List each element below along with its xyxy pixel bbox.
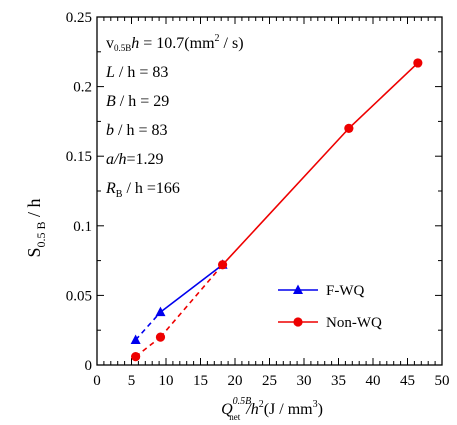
y-tick-label: 0.1 (73, 219, 92, 235)
x-tick-label: 20 (228, 373, 243, 389)
legend-label: F-WQ (326, 283, 364, 299)
legend-label: Non-WQ (326, 315, 382, 331)
y-axis-title: S0.5 B / h (24, 198, 48, 257)
x-tick-label: 5 (128, 373, 136, 389)
x-tick-label: 30 (297, 373, 312, 389)
parameter-annotation: v0.5Bh = 10.7(mm2 / s) (106, 33, 244, 53)
y-tick-label: 0.15 (66, 149, 92, 165)
data-point (130, 334, 141, 344)
legend: F-WQ Non-WQ (278, 283, 382, 331)
series-f-wq (130, 259, 228, 344)
data-point (413, 58, 423, 68)
legend-marker (293, 317, 303, 327)
axis-ticks: 0 5 10 15 20 25 30 35 40 45 50 0 0.05 0.1 0.15 0.2 0.25 (66, 10, 450, 389)
x-tick-label: 40 (366, 373, 381, 389)
parameter-annotation: b / h = 83 (106, 122, 167, 139)
parameter-annotation: B / h = 29 (106, 93, 169, 110)
x-axis-title: Q0.5B net/h2(J / mm3) (221, 396, 323, 422)
data-point (344, 123, 354, 133)
y-tick-label: 0.25 (66, 10, 92, 26)
legend-marker (293, 284, 303, 294)
parameter-annotation: a/h=1.29 (106, 151, 163, 168)
x-tick-label: 45 (400, 373, 415, 389)
legend-item-f-wq: F-WQ (278, 283, 364, 299)
series-line-segment (135, 336, 161, 358)
x-tick-label: 15 (193, 373, 208, 389)
annotations: v0.5Bh = 10.7(mm2 / s) L / h = 83 B / h = … (105, 33, 244, 200)
data-point (155, 306, 166, 317)
data-point (155, 332, 166, 342)
series-line-segment (159, 264, 224, 338)
data-point (217, 260, 228, 270)
y-tick-label: 0.05 (66, 288, 92, 304)
y-tick-label: 0 (85, 358, 93, 374)
data-point (131, 352, 141, 362)
x-tick-label: 50 (435, 373, 450, 389)
series-line-segment (348, 62, 419, 129)
y-tick-label: 0.2 (73, 80, 92, 96)
x-tick-label: 25 (262, 373, 277, 389)
series-line-segment (159, 264, 224, 313)
x-tick-label: 0 (93, 373, 101, 389)
legend-item-non-wq: Non-WQ (278, 315, 382, 331)
series-line-segment (221, 127, 350, 266)
series-non-wq (131, 58, 423, 362)
series-line-segment (135, 311, 162, 341)
x-tick-label: 35 (331, 373, 346, 389)
x-tick-label: 10 (159, 373, 174, 389)
parameter-annotation: RB / h =166 (105, 180, 180, 200)
series-layer (130, 58, 423, 362)
parameter-annotation: L / h = 83 (105, 64, 168, 81)
